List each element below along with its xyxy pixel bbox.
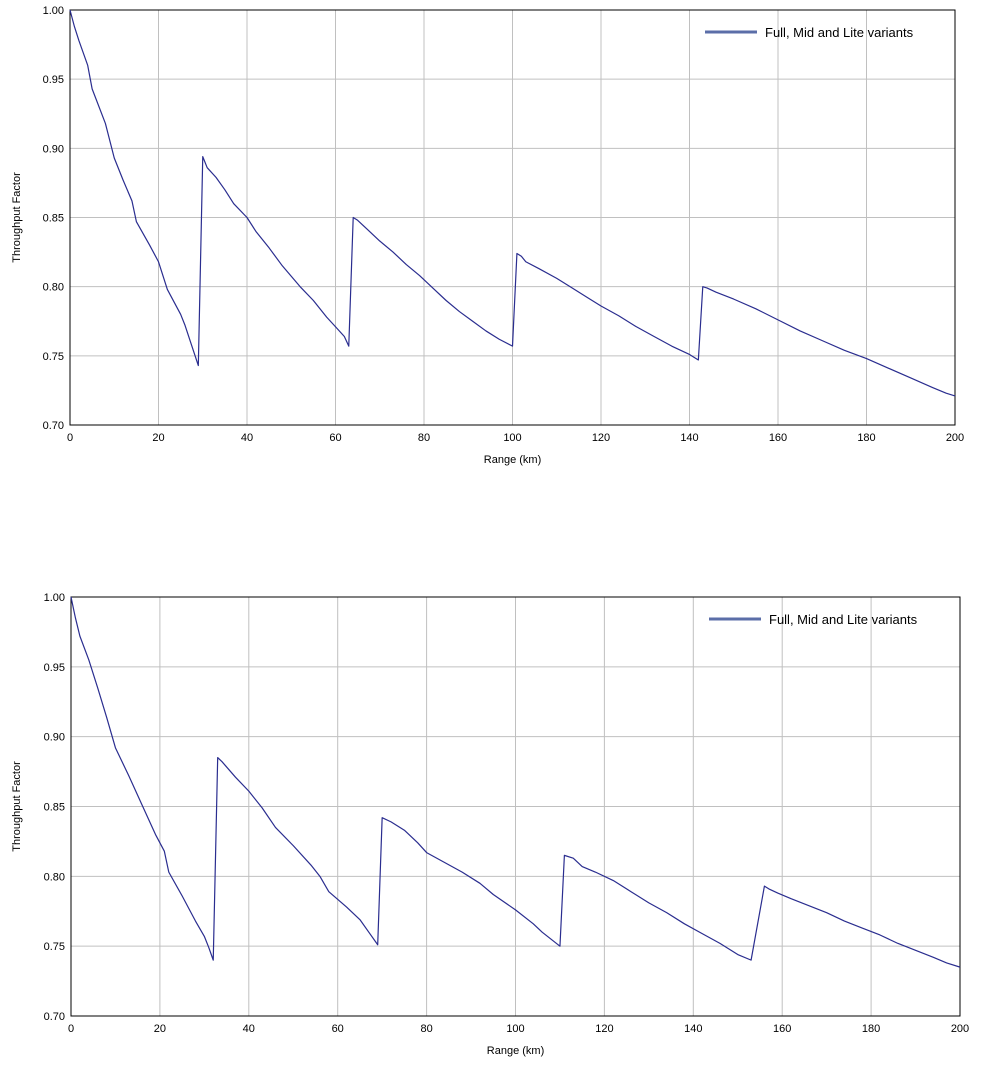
y-tick-label: 0.85 xyxy=(43,213,64,225)
y-tick-label: 1.00 xyxy=(44,592,65,604)
y-tick-label: 0.85 xyxy=(44,802,65,814)
y-tick-label: 0.75 xyxy=(44,941,65,953)
y-tick-label: 0.95 xyxy=(44,662,65,674)
y-tick-label: 0.70 xyxy=(43,420,64,432)
x-tick-label: 200 xyxy=(946,432,964,444)
x-tick-label: 80 xyxy=(420,1023,432,1035)
x-tick-label: 100 xyxy=(506,1023,524,1035)
y-tick-label: 1.00 xyxy=(43,5,64,17)
x-tick-label: 140 xyxy=(680,432,698,444)
x-tick-label: 40 xyxy=(243,1023,255,1035)
x-tick-label: 200 xyxy=(951,1023,969,1035)
plot-area-frame xyxy=(69,9,956,426)
x-tick-label: 0 xyxy=(68,1023,74,1035)
x-axis-title: Range (km) xyxy=(487,1045,544,1057)
x-axis-title: Range (km) xyxy=(484,454,541,466)
x-tick-label: 0 xyxy=(67,432,73,444)
chart-top-svg: 0 20 40 60 80 100 120 140 160 180 200 0.70 0.75 0.80 0… xyxy=(11,5,964,466)
x-tick-label: 180 xyxy=(857,432,875,444)
x-tick-label: 60 xyxy=(332,1023,344,1035)
x-tick-label: 100 xyxy=(503,432,521,444)
y-tick-label: 0.70 xyxy=(44,1011,65,1023)
chart-bottom-svg: 0 20 40 60 80 100 120 140 160 180 200 0.70 0.75 0.80 0… xyxy=(11,592,969,1057)
y-tick-label: 0.90 xyxy=(44,732,65,744)
x-tick-label: 180 xyxy=(862,1023,880,1035)
chart-top: 0 20 40 60 80 100 120 140 160 180 200 0.70 0.75 0.80 0… xyxy=(0,0,982,490)
y-tick-label: 0.80 xyxy=(43,282,64,294)
legend-label: Full, Mid and Lite variants xyxy=(765,25,914,40)
y-tick-label: 0.90 xyxy=(43,143,64,155)
x-tick-label: 60 xyxy=(329,432,341,444)
y-axis-title: Throughput Factor xyxy=(11,761,23,852)
x-tick-label: 140 xyxy=(684,1023,702,1035)
series-line xyxy=(69,9,956,397)
x-tick-label: 120 xyxy=(595,1023,613,1035)
y-axis-title: Throughput Factor xyxy=(11,172,23,263)
x-tick-label: 20 xyxy=(154,1023,166,1035)
x-tick-label: 160 xyxy=(769,432,787,444)
x-tick-label: 80 xyxy=(418,432,430,444)
x-tick-label: 160 xyxy=(773,1023,791,1035)
x-tick-label: 40 xyxy=(241,432,253,444)
x-tick-label: 120 xyxy=(592,432,610,444)
y-tick-label: 0.75 xyxy=(43,351,64,363)
series-line xyxy=(70,596,961,968)
x-tick-label: 20 xyxy=(152,432,164,444)
plot-area-frame xyxy=(70,596,961,1017)
y-tick-label: 0.80 xyxy=(44,871,65,883)
chart-bottom: 0 20 40 60 80 100 120 140 160 180 200 0.70 0.75 0.80 0… xyxy=(0,588,982,1071)
legend-label: Full, Mid and Lite variants xyxy=(769,612,918,627)
y-tick-label: 0.95 xyxy=(43,74,64,86)
